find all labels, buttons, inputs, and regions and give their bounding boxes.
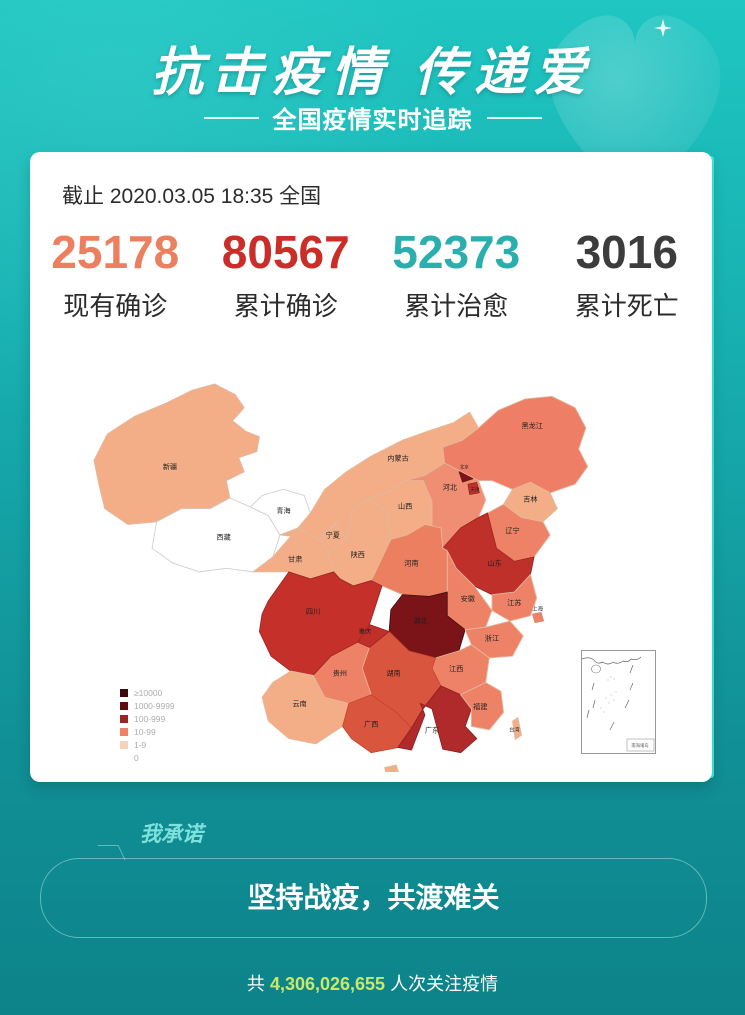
svg-text:贵州: 贵州 — [333, 669, 347, 678]
svg-text:四川: 四川 — [306, 608, 320, 616]
svg-text:山东: 山东 — [487, 559, 501, 568]
svg-text:广西: 广西 — [364, 719, 378, 728]
svg-text:内蒙古: 内蒙古 — [387, 453, 408, 462]
svg-text:吉林: 吉林 — [523, 495, 537, 504]
svg-text:北京: 北京 — [460, 463, 470, 470]
svg-text:河南: 河南 — [404, 559, 418, 568]
svg-text:新疆: 新疆 — [163, 462, 177, 471]
svg-text:广东: 广东 — [425, 726, 439, 735]
svg-text:湖南: 湖南 — [386, 669, 400, 678]
svg-text:安徽: 安徽 — [461, 594, 475, 603]
svg-text:黑龙江: 黑龙江 — [521, 421, 542, 430]
svg-text:南海诸岛: 南海诸岛 — [631, 742, 648, 749]
svg-text:河北: 河北 — [443, 483, 457, 491]
svg-text:辽宁: 辽宁 — [505, 526, 519, 535]
svg-text:台湾: 台湾 — [509, 726, 520, 734]
svg-text:山西: 山西 — [398, 502, 412, 511]
svg-text:浙江: 浙江 — [485, 633, 499, 642]
svg-text:江苏: 江苏 — [507, 598, 521, 607]
svg-text:天津: 天津 — [470, 486, 480, 493]
svg-text:湖北: 湖北 — [413, 616, 427, 625]
svg-text:江西: 江西 — [449, 665, 463, 673]
svg-text:陕西: 陕西 — [351, 550, 365, 559]
svg-text:上海: 上海 — [532, 605, 543, 613]
svg-text:宁夏: 宁夏 — [326, 531, 340, 540]
svg-text:福建: 福建 — [473, 702, 487, 711]
svg-text:青海: 青海 — [276, 506, 290, 515]
svg-text:甘肃: 甘肃 — [288, 554, 302, 563]
svg-text:西藏: 西藏 — [216, 532, 230, 541]
svg-text:重庆: 重庆 — [359, 627, 371, 635]
svg-text:云南: 云南 — [293, 699, 307, 708]
